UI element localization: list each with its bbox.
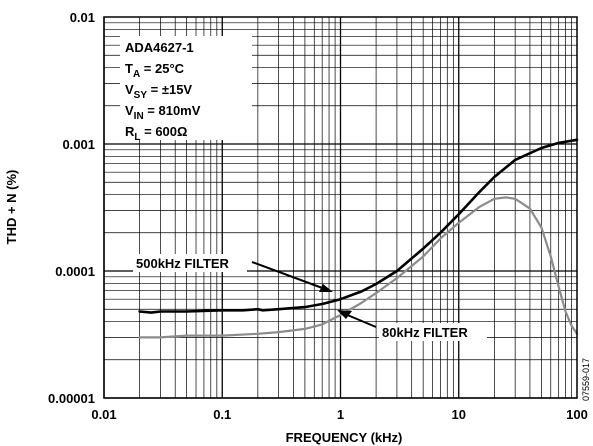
annotation-500khz: 500kHz FILTER [133,254,333,292]
condition-part: ADA4627-1 [125,40,194,55]
x-tick-label: 0.01 [91,407,116,422]
condition-input-voltage: VIN = 810mV [125,103,201,122]
conditions-box: ADA4627-1 TA = 25°C VSY = ±15V VIN = 810… [120,36,252,143]
x-tick-label: 100 [566,407,588,422]
y-axis-title: THD + N (%) [4,170,19,245]
y-tick-label: 0.00001 [48,391,95,406]
x-tick-label: 1 [337,407,344,422]
condition-load: RL = 600Ω [125,124,187,143]
y-tick-label: 0.01 [70,10,95,25]
annotation-80khz-arrow-line [344,313,377,328]
y-tick-labels: 0.00001 0.0001 0.001 0.01 [48,10,95,406]
annotation-500khz-background [133,254,247,272]
x-axis-title: FREQUENCY (kHz) [286,430,403,445]
y-tick-label: 0.001 [62,137,95,152]
condition-supply-voltage: VSY = ±15V [125,82,192,101]
x-tick-label: 0.1 [213,407,231,422]
annotation-500khz-arrowhead [319,284,333,292]
annotation-80khz-label: 80kHz FILTER [382,325,468,340]
plot-frame [103,16,578,399]
series-line-500khz-filter [138,138,579,314]
series-line-80khz-filter [138,196,579,339]
annotation-80khz-background [379,323,487,341]
condition-temperature: TA = 25°C [125,61,185,80]
x-tick-labels: 0.01 0.1 1 10 100 [91,407,588,422]
annotation-80khz: 80kHz FILTER [337,310,487,341]
annotation-80khz-arrowhead [337,310,352,319]
x-tick-label: 10 [452,407,466,422]
annotation-500khz-arrow-line [251,261,326,290]
y-tick-label: 0.0001 [55,264,95,279]
figure-id: 07559-017 [581,358,591,401]
conditions-background [120,36,252,140]
curves [138,138,579,339]
annotation-500khz-label: 500kHz FILTER [136,256,230,271]
